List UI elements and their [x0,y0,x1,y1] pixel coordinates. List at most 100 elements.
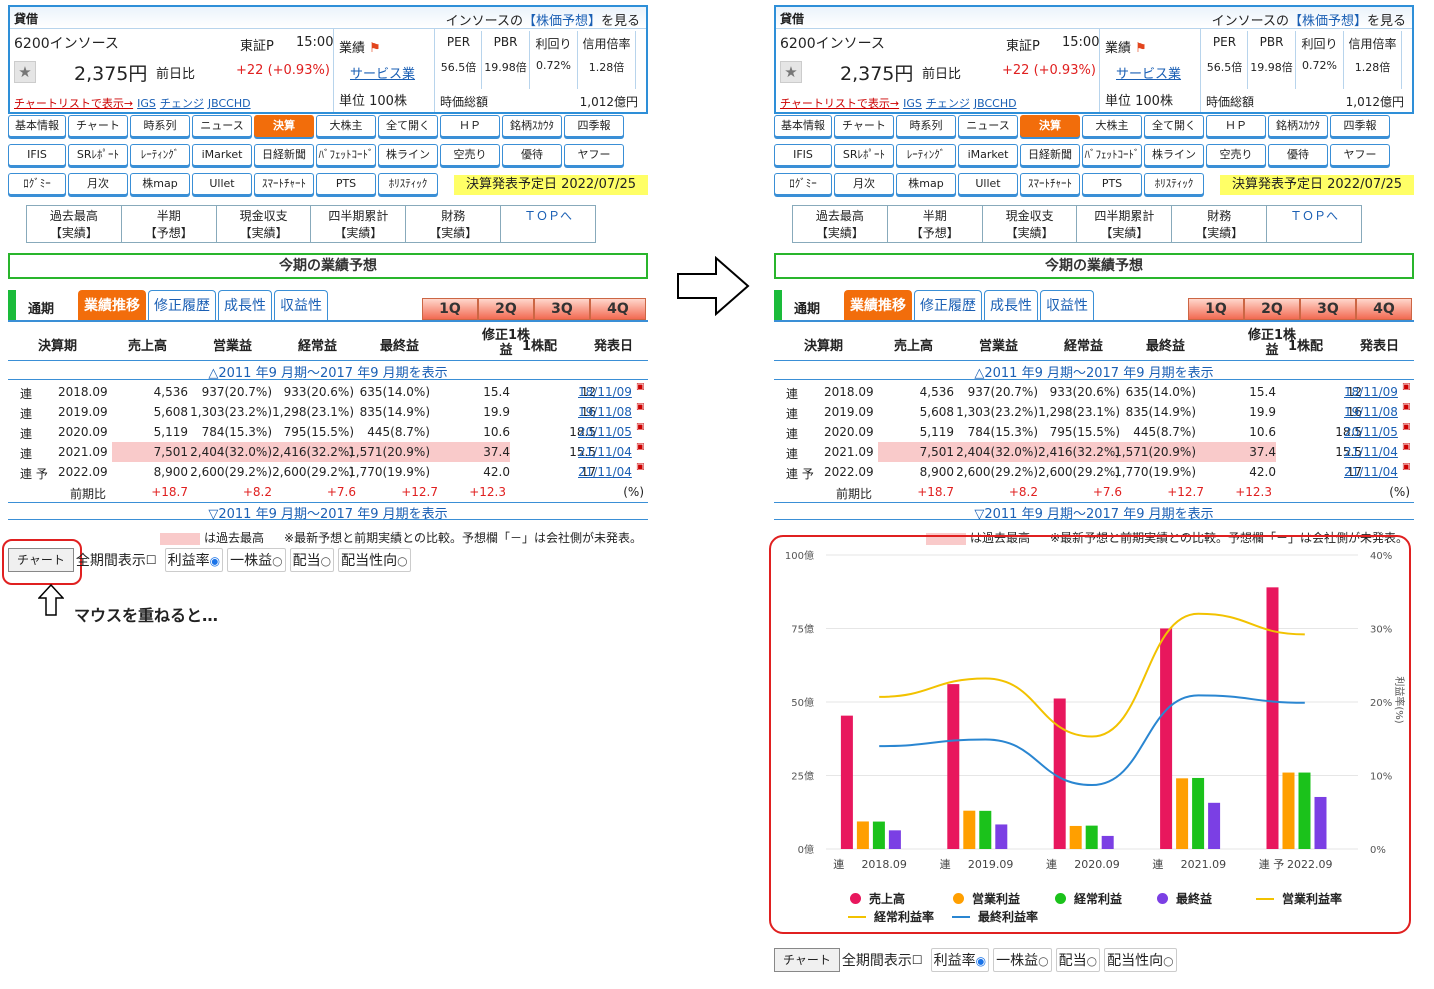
bar[interactable] [1085,825,1098,849]
bar[interactable] [947,684,960,849]
pdf-icon[interactable]: ▣ [1402,442,1411,452]
nav-button[interactable]: IFIS [774,144,832,166]
nav-button[interactable]: ニュース [958,115,1018,137]
chart-button[interactable]: チャート [774,948,840,972]
tab-period[interactable]: 修正履歴 [914,290,982,320]
nav-button[interactable]: 株map [896,173,956,195]
sub-nav-item[interactable]: 過去最高 【実績】 [793,206,888,242]
nav-button[interactable]: ﾛｸﾞﾐｰ [774,173,832,195]
radio-checked-icon[interactable]: ◉ [975,954,987,968]
tab-quarter[interactable]: 2Q [478,298,534,320]
nav-button[interactable]: チャート [834,115,894,137]
radio-option[interactable]: 一株益○ [227,548,286,572]
show-past-bottom[interactable]: ▽2011 年9 月期～2017 年9 月期を表示 [774,502,1414,522]
legend-item[interactable]: 経常利益率 [848,908,934,925]
checkbox[interactable]: ☐ [145,553,157,567]
forecast-link[interactable]: インソースの【株価予想】を見る [1212,10,1406,29]
date-link[interactable]: 21/11/04 [1344,465,1398,479]
bar[interactable] [1282,772,1295,849]
nav-button[interactable]: 銘柄ｽｶｳﾀ [1268,115,1328,137]
nav-button[interactable]: 月次 [68,173,128,195]
tab-quarter[interactable]: 3Q [1300,298,1356,320]
pdf-icon[interactable]: ▣ [1402,402,1411,412]
tab-period[interactable]: 修正履歴 [148,290,216,320]
bar[interactable] [856,821,869,849]
forecast-link-text[interactable]: 【株価予想】 [1288,14,1367,29]
tab-quarter[interactable]: 2Q [1244,298,1300,320]
forecast-link-text[interactable]: 【株価予想】 [522,14,601,29]
pdf-icon[interactable]: ▣ [636,442,645,452]
sub-nav-item[interactable]: 四半期累計 【実績】 [311,206,407,242]
nav-button[interactable]: PTS [316,173,376,195]
checkbox[interactable]: ☐ [911,953,923,967]
nav-button[interactable]: 日経新聞 [254,144,314,166]
ratio-line[interactable] [879,694,1305,787]
legend-item[interactable]: 営業利益率 [1256,890,1342,907]
industry-link[interactable]: サービス業 [350,67,416,82]
pdf-icon[interactable]: ▣ [1402,462,1411,472]
legend-item[interactable]: 経常利益 [1055,890,1122,907]
legend-item[interactable]: 営業利益 [953,890,1020,907]
related-link[interactable]: IGS [903,97,922,110]
sub-nav-item[interactable]: 現金収支 【実績】 [217,206,312,242]
related-link[interactable]: チェンジ [925,97,970,110]
pdf-icon[interactable]: ▣ [636,462,645,472]
nav-button[interactable]: 大株主 [316,115,376,137]
bar[interactable] [1069,825,1082,849]
related-link[interactable]: チェンジ [159,97,204,110]
related-link[interactable]: IGS [137,97,156,110]
date-link[interactable]: 21/11/04 [578,465,632,479]
sub-nav-item[interactable]: 四半期累計 【実績】 [1077,206,1173,242]
nav-button[interactable]: ﾊﾞﾌｪｯﾄｺｰﾄﾞ [1082,144,1142,166]
earnings-chart[interactable]: 0億 0% 25億 10% 50億 20% 75億 30% 100億 40% 利益率(%) 2018.… [776,540,1414,930]
sub-nav-item[interactable]: 半期 【予想】 [122,206,217,242]
tab-period[interactable]: 収益性 [1040,290,1094,320]
nav-button[interactable]: ﾚｰﾃｨﾝｸﾞ [896,144,956,166]
related-link[interactable]: JBCCHD [973,97,1017,110]
chart-list-link[interactable]: チャートリストで表示→ [780,97,900,110]
date-link[interactable]: 18/11/09 [578,385,632,399]
nav-button[interactable]: 四季報 [1330,115,1390,137]
sub-nav-item[interactable]: 半期 【予想】 [888,206,983,242]
radio-icon[interactable]: ○ [1086,954,1098,968]
nav-button[interactable]: 空売り [1206,144,1266,166]
date-link[interactable]: 20/11/05 [1344,425,1398,439]
gyoseki-label[interactable]: 業績 ⚑ [339,37,381,56]
pdf-icon[interactable]: ▣ [636,382,645,392]
bar[interactable] [963,810,976,849]
nav-button[interactable]: ニュース [192,115,252,137]
ratio-line[interactable] [879,612,1305,738]
legend-item[interactable]: 最終益 [1157,890,1212,907]
nav-button[interactable]: 優待 [1268,144,1328,166]
nav-button[interactable]: 日経新聞 [1020,144,1080,166]
chart-button[interactable]: チャート [8,548,74,572]
nav-button[interactable]: ＨＰ [440,115,500,137]
nav-button[interactable]: ﾛｸﾞﾐｰ [8,173,66,195]
bar[interactable] [1314,796,1327,849]
date-link[interactable]: 19/11/08 [578,405,632,419]
nav-button[interactable]: 月次 [834,173,894,195]
pdf-icon[interactable]: ▣ [636,402,645,412]
sub-nav-item[interactable]: 現金収支 【実績】 [983,206,1078,242]
bar[interactable] [888,830,901,849]
bar[interactable] [1192,777,1205,849]
bar[interactable] [1053,698,1066,849]
nav-button[interactable]: ＨＰ [1206,115,1266,137]
bar[interactable] [979,810,992,849]
tab-period[interactable]: 成長性 [984,290,1038,320]
bar[interactable] [840,715,853,849]
star-icon[interactable]: ★ [780,61,802,83]
gyoseki-label[interactable]: 業績 ⚑ [1105,37,1147,56]
radio-icon[interactable]: ○ [320,554,332,568]
nav-button[interactable]: 全て開く [1144,115,1204,137]
industry-link[interactable]: サービス業 [1116,67,1182,82]
nav-button[interactable]: 決算 [1020,115,1080,137]
nav-button[interactable]: ﾊﾞﾌｪｯﾄｺｰﾄﾞ [316,144,376,166]
radio-option[interactable]: 配当性向○ [1104,948,1177,972]
nav-button[interactable]: 時系列 [130,115,190,137]
date-link[interactable]: 20/11/05 [578,425,632,439]
nav-button[interactable]: 空売り [440,144,500,166]
nav-button[interactable]: 基本情報 [774,115,832,137]
tab-period[interactable]: 収益性 [274,290,328,320]
nav-button[interactable]: iMarket [958,144,1018,166]
